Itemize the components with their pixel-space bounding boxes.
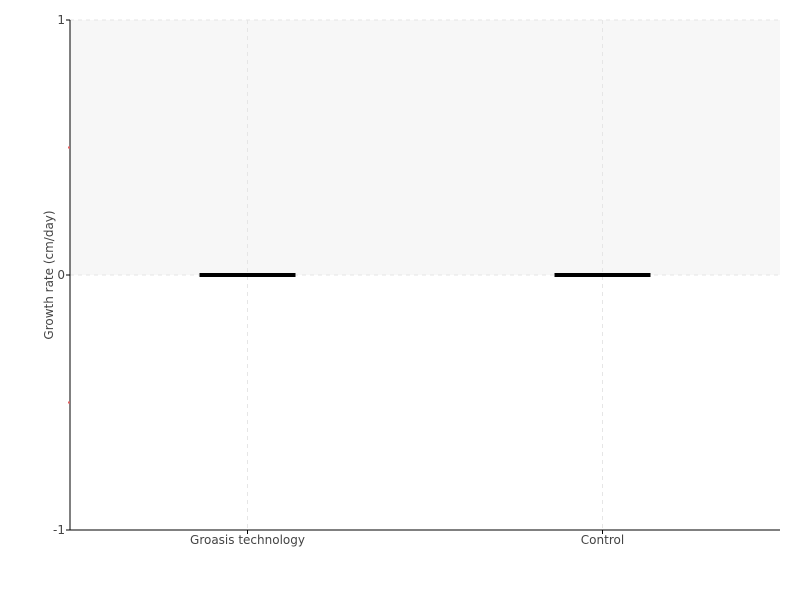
y-axis-label: Growth rate (cm/day) (42, 210, 56, 339)
boxes (199, 273, 651, 277)
x-tick-label: Groasis technology (190, 533, 305, 547)
y-tick-label: -1 (53, 523, 65, 537)
shaded-band (70, 20, 780, 275)
x-ticks: Groasis technology Control (190, 530, 624, 547)
y-tick-label: 0 (57, 268, 65, 282)
y-ticks: -1 0 1 (53, 13, 70, 537)
y-tick-label: 1 (57, 13, 65, 27)
box-control (554, 273, 651, 277)
x-tick-label: Control (581, 533, 624, 547)
box-groasis-technology (199, 273, 296, 277)
